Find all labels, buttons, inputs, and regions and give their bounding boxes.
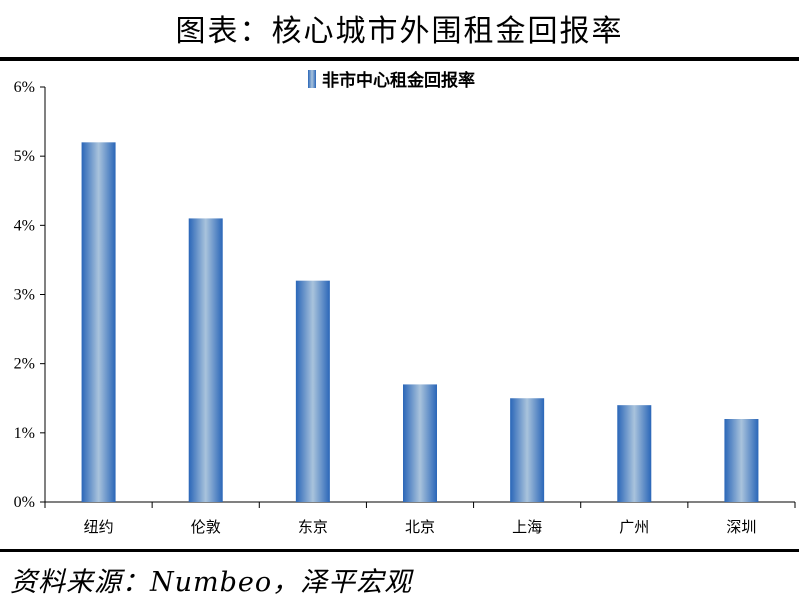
title-divider bbox=[0, 57, 799, 61]
y-tick-label: 5% bbox=[14, 148, 35, 165]
y-tick-label: 4% bbox=[14, 217, 35, 234]
bar bbox=[724, 419, 759, 502]
legend-label: 非市中心租金回报率 bbox=[322, 70, 475, 91]
chart-legend: 非市中心租金回报率 bbox=[308, 70, 475, 91]
x-tick-label: 纽约 bbox=[84, 518, 114, 536]
bar bbox=[81, 142, 116, 502]
page-title: 图表：核心城市外围租金回报率 bbox=[175, 14, 624, 49]
bar bbox=[403, 384, 437, 502]
y-tick-label: 6% bbox=[14, 79, 35, 96]
y-tick-label: 0% bbox=[14, 494, 35, 511]
source-note: 资料来源：Numbeo，泽平宏观 bbox=[10, 567, 413, 598]
bar bbox=[295, 280, 330, 502]
y-tick-label: 1% bbox=[14, 425, 35, 442]
x-tick-label: 北京 bbox=[405, 518, 435, 536]
x-tick-label: 东京 bbox=[298, 518, 328, 536]
bar-chart: 非市中心租金回报率 0% 1% 2% 3% 4% 5% 6% 纽约 伦敦 东京 北京 上海 广州 深圳 bbox=[14, 70, 796, 536]
x-tick-label: 上海 bbox=[512, 518, 542, 536]
x-tick-label: 伦敦 bbox=[191, 518, 221, 536]
x-tick-label: 广州 bbox=[619, 518, 649, 536]
source-divider bbox=[0, 549, 799, 552]
x-tick-label: 深圳 bbox=[726, 518, 756, 536]
bar bbox=[617, 405, 652, 502]
bar bbox=[188, 218, 223, 502]
bar bbox=[510, 398, 545, 502]
y-tick-label: 2% bbox=[14, 356, 35, 373]
legend-swatch bbox=[308, 70, 316, 88]
y-tick-label: 3% bbox=[14, 287, 35, 304]
